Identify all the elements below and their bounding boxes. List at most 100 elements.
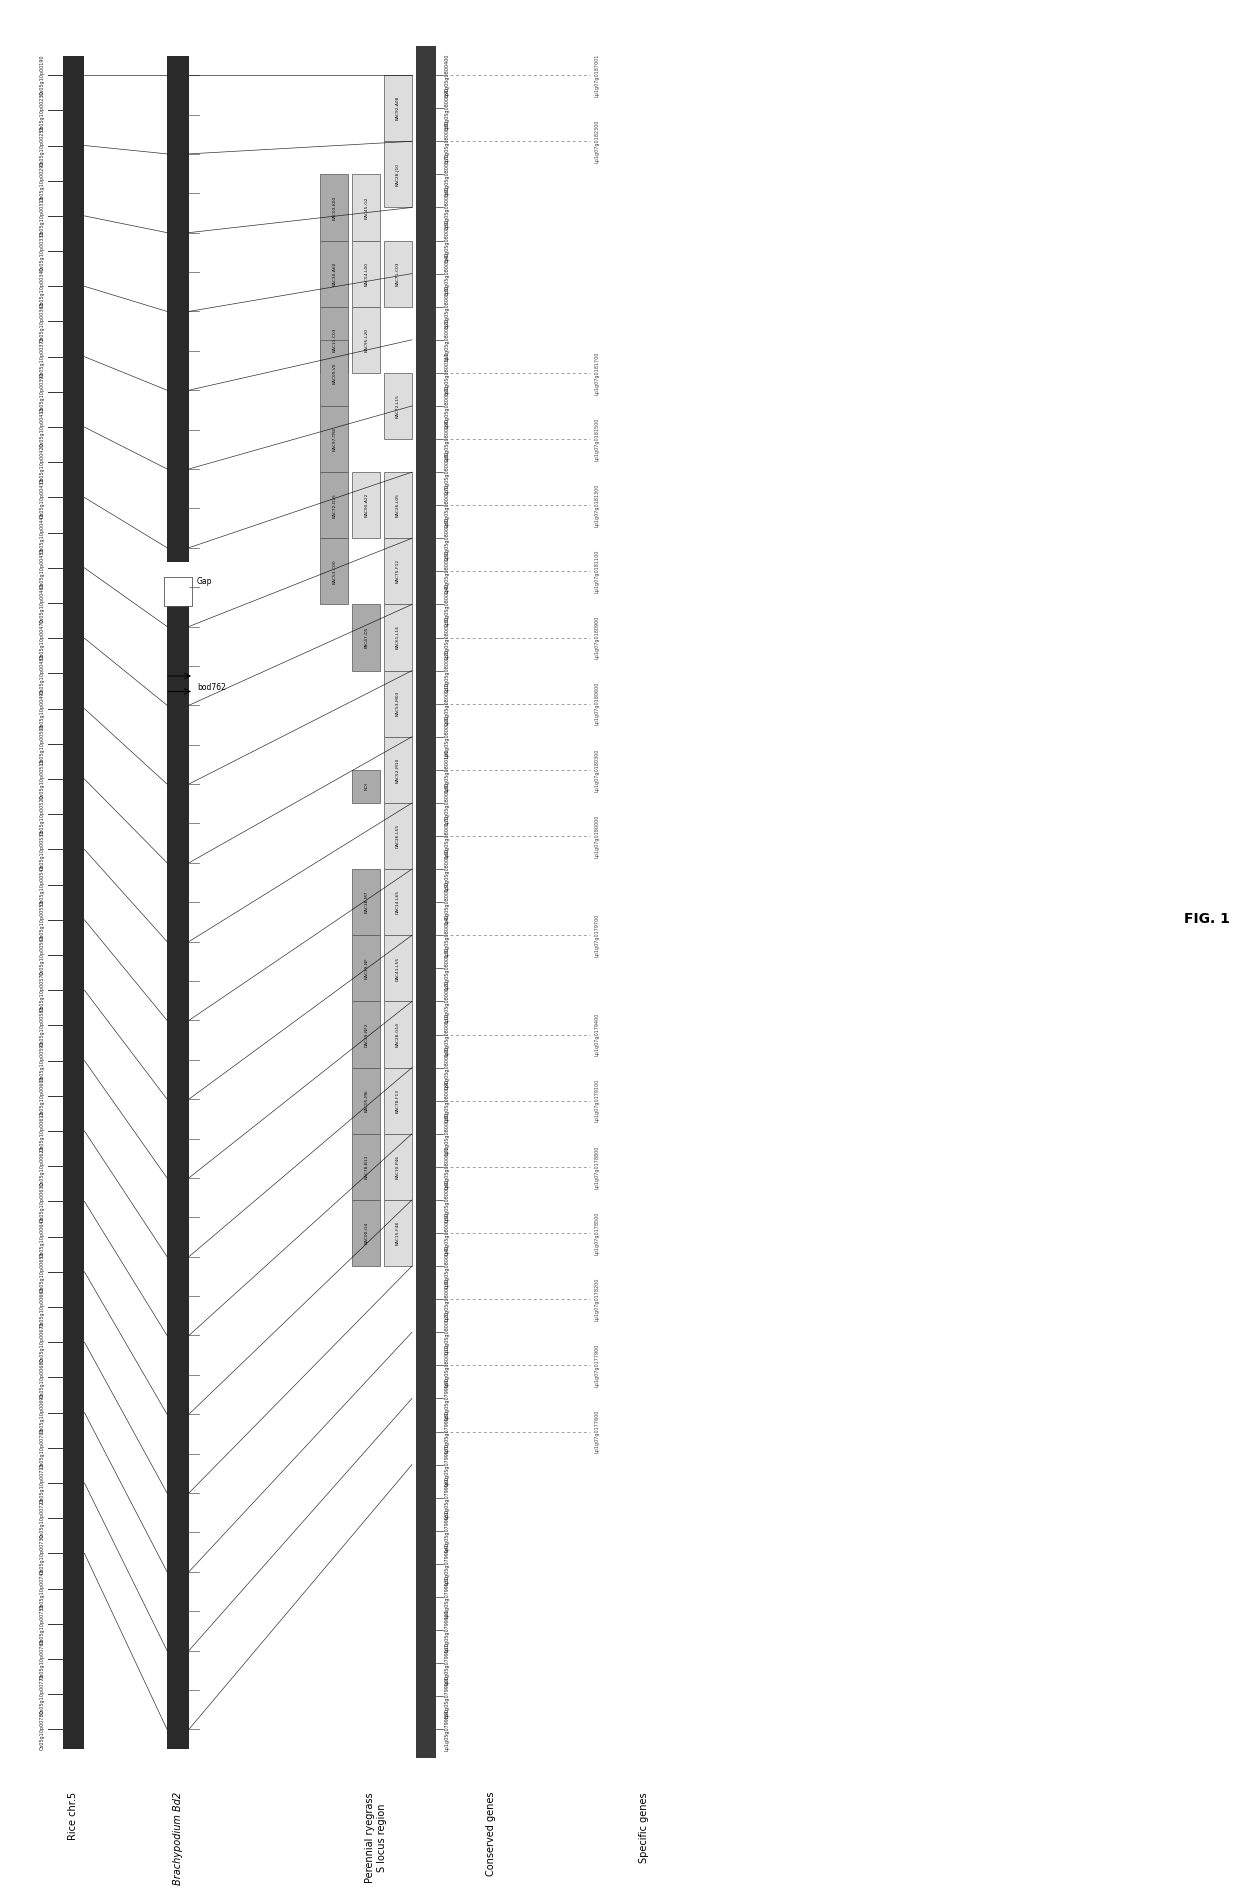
Text: Lp1g05g0800200: Lp1g05g0800200: [445, 715, 450, 758]
Text: Lp1g07g0179400: Lp1g07g0179400: [594, 1012, 599, 1056]
Text: Lp1g05g0800250: Lp1g05g0800250: [445, 550, 450, 593]
Text: Os05g10p00450: Os05g10p00450: [40, 548, 45, 588]
Text: Lp1g07g0187001: Lp1g07g0187001: [594, 53, 599, 97]
Text: Lp1g05g0800130: Lp1g05g0800130: [445, 946, 450, 990]
Text: Os05g10p00720: Os05g10p00720: [40, 1498, 45, 1538]
Text: Lp1g07g0180300: Lp1g07g0180300: [594, 749, 599, 791]
Text: Os05g10p00430: Os05g10p00430: [40, 478, 45, 518]
Text: Os05g10p00310: Os05g10p00310: [40, 195, 45, 237]
Text: Os05g10p00250: Os05g10p00250: [40, 125, 45, 165]
Text: Lp1g07g0179100: Lp1g07g0179100: [594, 1079, 599, 1122]
Bar: [384, 76, 412, 142]
Text: Os05g10p00610: Os05g10p00610: [40, 1111, 45, 1151]
Text: BAC52-M10: BAC52-M10: [396, 757, 401, 783]
Text: Os05g10p00500: Os05g10p00500: [40, 724, 45, 764]
Bar: [320, 241, 348, 307]
Text: Os05g10p00680: Os05g10p00680: [40, 1358, 45, 1397]
Text: Os05g10p00690: Os05g10p00690: [40, 1392, 45, 1433]
Text: BAC38-M7: BAC38-M7: [365, 891, 368, 914]
Bar: [352, 241, 381, 307]
Text: BAC72-L15: BAC72-L15: [396, 394, 401, 417]
Bar: [320, 307, 348, 374]
Text: BAC75-F12: BAC75-F12: [396, 559, 401, 584]
Bar: [384, 738, 412, 804]
Text: Lp1g07g0181300: Lp1g07g0181300: [594, 483, 599, 527]
Bar: [352, 868, 381, 935]
Text: Os05g10p00560: Os05g10p00560: [40, 935, 45, 975]
Text: bod762: bod762: [197, 683, 226, 692]
Text: FIG. 1: FIG. 1: [1184, 912, 1230, 925]
Text: Lp1g05g0800140: Lp1g05g0800140: [445, 914, 450, 957]
Text: Lp1g05g0799930: Lp1g05g0799930: [445, 1576, 450, 1619]
Text: Lp1g05g0800340: Lp1g05g0800340: [445, 252, 450, 296]
Bar: [384, 804, 412, 868]
Bar: [384, 472, 412, 538]
Text: Lp1g05g0799940: Lp1g05g0799940: [445, 1541, 450, 1585]
Text: Lp1g07g0181500: Lp1g07g0181500: [594, 417, 599, 461]
Bar: [167, 55, 188, 563]
Bar: [384, 142, 412, 207]
Text: Lp1g05g0800300: Lp1g05g0800300: [445, 385, 450, 428]
Text: Lp1g05g0800150: Lp1g05g0800150: [445, 880, 450, 923]
Bar: [352, 1200, 381, 1267]
Text: BAC09-V0: BAC09-V0: [332, 362, 336, 383]
Text: Lp1g05g0800030: Lp1g05g0800030: [445, 1278, 450, 1322]
Text: DAC29-NF2: DAC29-NF2: [365, 1022, 368, 1047]
Text: BAC15-F48: BAC15-F48: [396, 1221, 401, 1246]
Bar: [384, 538, 412, 605]
Bar: [384, 605, 412, 671]
Bar: [352, 174, 381, 241]
Bar: [352, 770, 381, 804]
Text: Lp1g05g0800090: Lp1g05g0800090: [445, 1079, 450, 1122]
Text: Os05g10p00390: Os05g10p00390: [40, 372, 45, 411]
Text: Lp1g05g0799920: Lp1g05g0799920: [445, 1608, 450, 1651]
Text: Lp1g07g0182300: Lp1g07g0182300: [594, 119, 599, 163]
Text: Os05g10p00740: Os05g10p00740: [40, 1568, 45, 1610]
Bar: [384, 868, 412, 935]
Bar: [320, 339, 348, 406]
Text: Os05g10p00520: Os05g10p00520: [40, 794, 45, 834]
Text: BAC10-P46: BAC10-P46: [396, 1155, 401, 1179]
Text: Os05g10p00480: Os05g10p00480: [40, 652, 45, 694]
Text: Lp1g05g0800210: Lp1g05g0800210: [445, 683, 450, 726]
Text: Os05g10p00420: Os05g10p00420: [40, 442, 45, 483]
Text: Lp1g05g0800070: Lp1g05g0800070: [445, 1145, 450, 1189]
Text: Specific genes: Specific genes: [639, 1792, 649, 1862]
Text: Lp1g05g0800050: Lp1g05g0800050: [445, 1212, 450, 1255]
Text: Os05g10p00550: Os05g10p00550: [40, 899, 45, 940]
Text: Os05g10p00490: Os05g10p00490: [40, 688, 45, 728]
Text: BAC11-C03: BAC11-C03: [332, 328, 336, 353]
Text: Brachypodium Bd2: Brachypodium Bd2: [174, 1792, 184, 1885]
Text: Lp1g05g0800180: Lp1g05g0800180: [445, 781, 450, 825]
Text: BAC61-L14: BAC61-L14: [396, 626, 401, 650]
Text: Lp1g05g0800370: Lp1g05g0800370: [445, 154, 450, 195]
Text: Lp1g05g0800160: Lp1g05g0800160: [445, 848, 450, 891]
Bar: [415, 46, 435, 1758]
Text: BAC39-NF: BAC39-NF: [365, 957, 368, 978]
Text: Lp1g07g0178800: Lp1g07g0178800: [594, 1145, 599, 1189]
Text: DAC14-L65: DAC14-L65: [396, 889, 401, 914]
Bar: [352, 1134, 381, 1200]
Text: Os05g10p00670: Os05g10p00670: [40, 1322, 45, 1363]
Text: Lp1g05g0800060: Lp1g05g0800060: [445, 1177, 450, 1221]
Text: NOI: NOI: [365, 783, 368, 791]
Text: DAC41-L55: DAC41-L55: [396, 956, 401, 980]
Text: Os05g10p00190: Os05g10p00190: [40, 55, 45, 95]
Text: BAC28-J10: BAC28-J10: [396, 163, 401, 186]
Text: Lp1g07g0181100: Lp1g07g0181100: [594, 550, 599, 593]
Text: Lp1g07g0179700: Lp1g07g0179700: [594, 914, 599, 957]
Text: Os05g10p00360: Os05g10p00360: [40, 301, 45, 341]
Text: Os05g10p00620: Os05g10p00620: [40, 1145, 45, 1187]
Text: Os05g10p00530: Os05g10p00530: [40, 829, 45, 870]
Bar: [320, 538, 348, 605]
Text: Os05g10p00640: Os05g10p00640: [40, 1215, 45, 1257]
Text: Rice chr.5: Rice chr.5: [68, 1792, 78, 1841]
Text: BAC53-M03: BAC53-M03: [396, 690, 401, 717]
Bar: [320, 406, 348, 472]
Text: Lp1g05g0800170: Lp1g05g0800170: [445, 815, 450, 857]
Text: Lp1g07g0180600: Lp1g07g0180600: [594, 683, 599, 726]
Bar: [167, 601, 188, 1748]
Text: BAC26-L05: BAC26-L05: [396, 493, 401, 518]
Text: Lp1g05g0800100: Lp1g05g0800100: [445, 1047, 450, 1090]
Bar: [352, 307, 381, 374]
